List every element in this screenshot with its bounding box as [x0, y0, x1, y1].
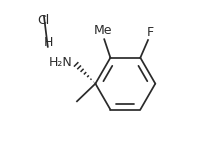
Text: Cl: Cl: [37, 14, 49, 27]
Text: H₂N: H₂N: [49, 56, 72, 69]
Text: H: H: [44, 36, 53, 49]
Text: Me: Me: [94, 24, 113, 37]
Text: F: F: [146, 26, 153, 38]
